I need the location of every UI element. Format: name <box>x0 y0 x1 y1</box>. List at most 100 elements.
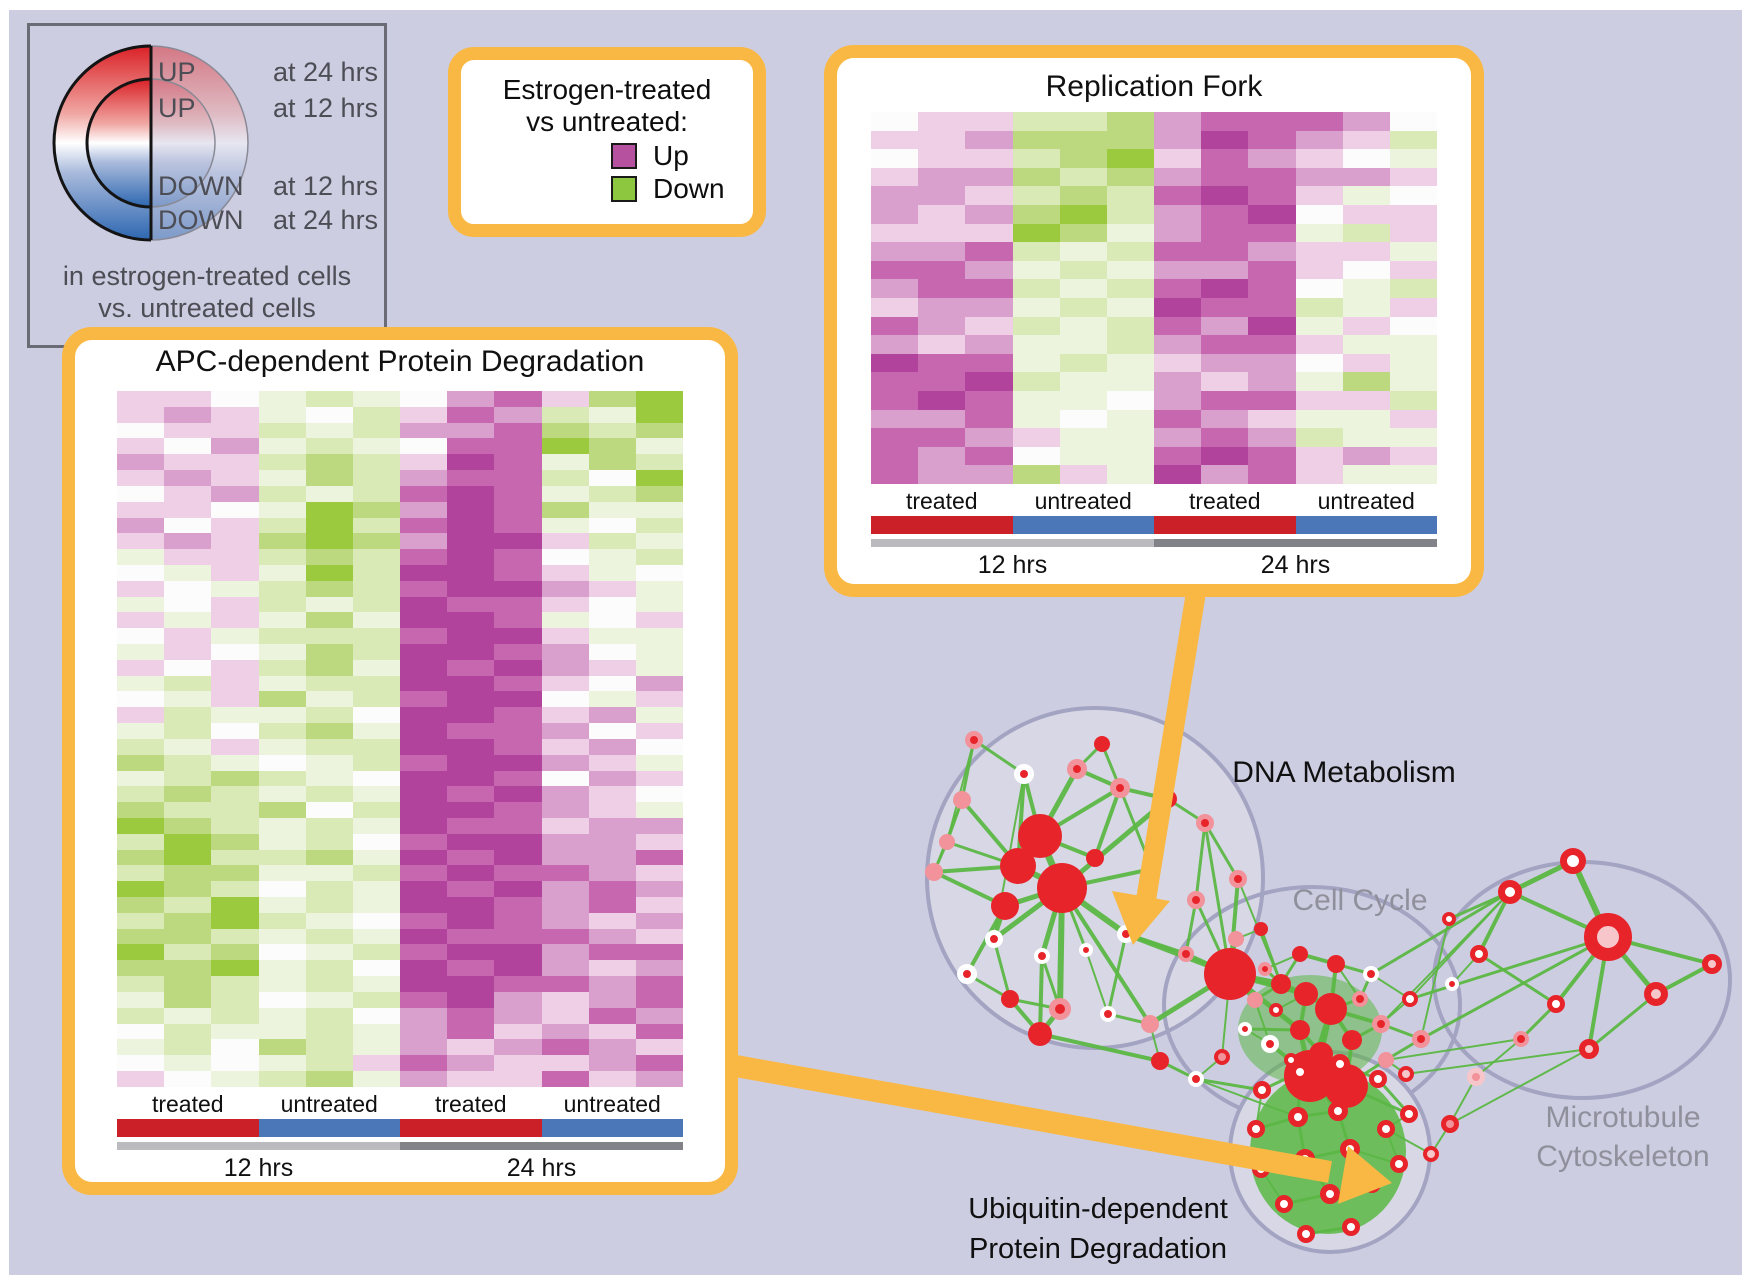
heatmap-cell <box>1389 297 1438 317</box>
time-labels: 12 hrs 24 hrs <box>871 550 1437 580</box>
heatmap-cell <box>1248 428 1296 447</box>
heatmap-cell <box>635 485 684 502</box>
heatmap-cell <box>117 580 165 597</box>
network-node <box>991 892 1019 920</box>
heatmap-cell <box>918 112 966 131</box>
heatmap-cell <box>305 406 353 423</box>
heatmap-row <box>871 465 1438 484</box>
heatmap-cell <box>117 612 165 629</box>
condition-bar-segment <box>258 1119 400 1137</box>
heatmap-cell <box>352 817 401 834</box>
heatmap-cell <box>400 675 448 692</box>
heatmap-cell <box>305 454 353 471</box>
heatmap-cell <box>400 1007 448 1024</box>
heatmap-row <box>117 691 684 708</box>
heatmap-cell <box>494 738 542 755</box>
heatmap-cell <box>211 881 259 897</box>
heatmap-cell <box>1201 409 1249 429</box>
heatmap-cell <box>400 976 448 992</box>
heatmap-cell <box>635 628 684 644</box>
heatmap-cell <box>541 928 589 945</box>
heatmap-cell <box>211 912 259 929</box>
heatmap-cell <box>541 817 589 834</box>
heatmap-cell <box>1201 167 1249 187</box>
up-color-swatch <box>611 142 637 169</box>
heatmap-cell <box>918 446 966 466</box>
heatmap-cell <box>965 186 1013 205</box>
heatmap-cell <box>1154 279 1202 298</box>
condition-label: treated <box>434 1091 507 1117</box>
heatmap-cell <box>1342 297 1390 317</box>
heatmap-cell <box>258 391 306 407</box>
heatmap-cell <box>258 707 306 724</box>
heatmap-cell <box>1295 390 1343 410</box>
heatmap-cell <box>211 770 259 787</box>
heatmap-cell <box>305 723 353 739</box>
heatmap-cell <box>588 549 636 565</box>
heatmap-cell <box>447 644 495 660</box>
heatmap-cell <box>447 897 495 913</box>
heatmap-cell <box>588 485 636 502</box>
network-edge <box>1408 935 1610 1001</box>
condition-bar-segment <box>1295 516 1437 534</box>
heatmap-cell <box>258 865 306 882</box>
heatmap-cell <box>258 897 306 913</box>
heatmap-cell <box>494 628 542 644</box>
heatmap-cell <box>1154 204 1202 224</box>
heatmap-cell <box>352 786 401 803</box>
heatmap-cell <box>211 1055 259 1071</box>
heatmap-cell <box>1342 465 1390 484</box>
heatmap-cell <box>541 802 589 818</box>
heatmap-cell <box>1201 428 1249 447</box>
heatmap-cell <box>541 549 589 565</box>
heatmap-cell <box>352 944 401 961</box>
time-label: 12 hrs <box>977 551 1048 579</box>
heatmap-cell <box>635 675 684 692</box>
time-bar-segment <box>1154 539 1437 547</box>
heatmap-cell <box>1059 297 1107 317</box>
heatmap-cell <box>494 928 542 945</box>
heatmap-cell <box>211 738 259 755</box>
heatmap-cell <box>1059 335 1107 354</box>
heatmap-cell <box>1154 186 1202 205</box>
heatmap-cell <box>1295 316 1343 336</box>
heatmap-cell <box>1295 428 1343 447</box>
heatmap-cell <box>164 802 212 818</box>
heatmap-row <box>871 167 1438 187</box>
heatmap-cell <box>164 865 212 882</box>
heatmap-cell <box>1248 223 1296 243</box>
heatmap-cell <box>1201 297 1249 317</box>
heatmap-cell <box>1201 186 1249 205</box>
network-node <box>1442 912 1456 926</box>
heatmap-cell <box>588 612 636 629</box>
heatmap-cell <box>352 754 401 771</box>
heatmap-cell <box>635 406 684 423</box>
heatmap-cell <box>352 612 401 629</box>
heatmap-cell <box>305 549 353 565</box>
heatmap-cell <box>494 786 542 803</box>
heatmap-cell <box>635 533 684 550</box>
heatmap-cell <box>541 580 589 597</box>
heatmap-cell <box>117 944 165 961</box>
heatmap-cell <box>164 470 212 486</box>
heatmap-row <box>117 976 684 992</box>
heatmap-cell <box>164 991 212 1008</box>
heatmap-cell <box>258 786 306 803</box>
heatmap-cell <box>258 596 306 613</box>
heatmap-cell <box>1201 335 1249 354</box>
heatmap-cell <box>447 786 495 803</box>
heatmap-row <box>117 723 684 739</box>
heatmap-cell <box>635 881 684 897</box>
heatmap-cell <box>1201 130 1249 150</box>
heatmap-cell <box>1201 223 1249 243</box>
heatmap-cell <box>1012 130 1060 150</box>
time-labels: 12 hrs 24 hrs <box>117 1153 683 1183</box>
heatmap-cell <box>1106 390 1155 410</box>
panel-link-arrow-shaft <box>1136 578 1208 902</box>
heatmap-row <box>871 353 1438 373</box>
heatmap-cell <box>1154 372 1202 391</box>
heatmap-cell <box>352 976 401 992</box>
heatmap-cell <box>1389 260 1438 280</box>
heatmap-cell <box>305 865 353 882</box>
heatmap-cell <box>258 928 306 945</box>
